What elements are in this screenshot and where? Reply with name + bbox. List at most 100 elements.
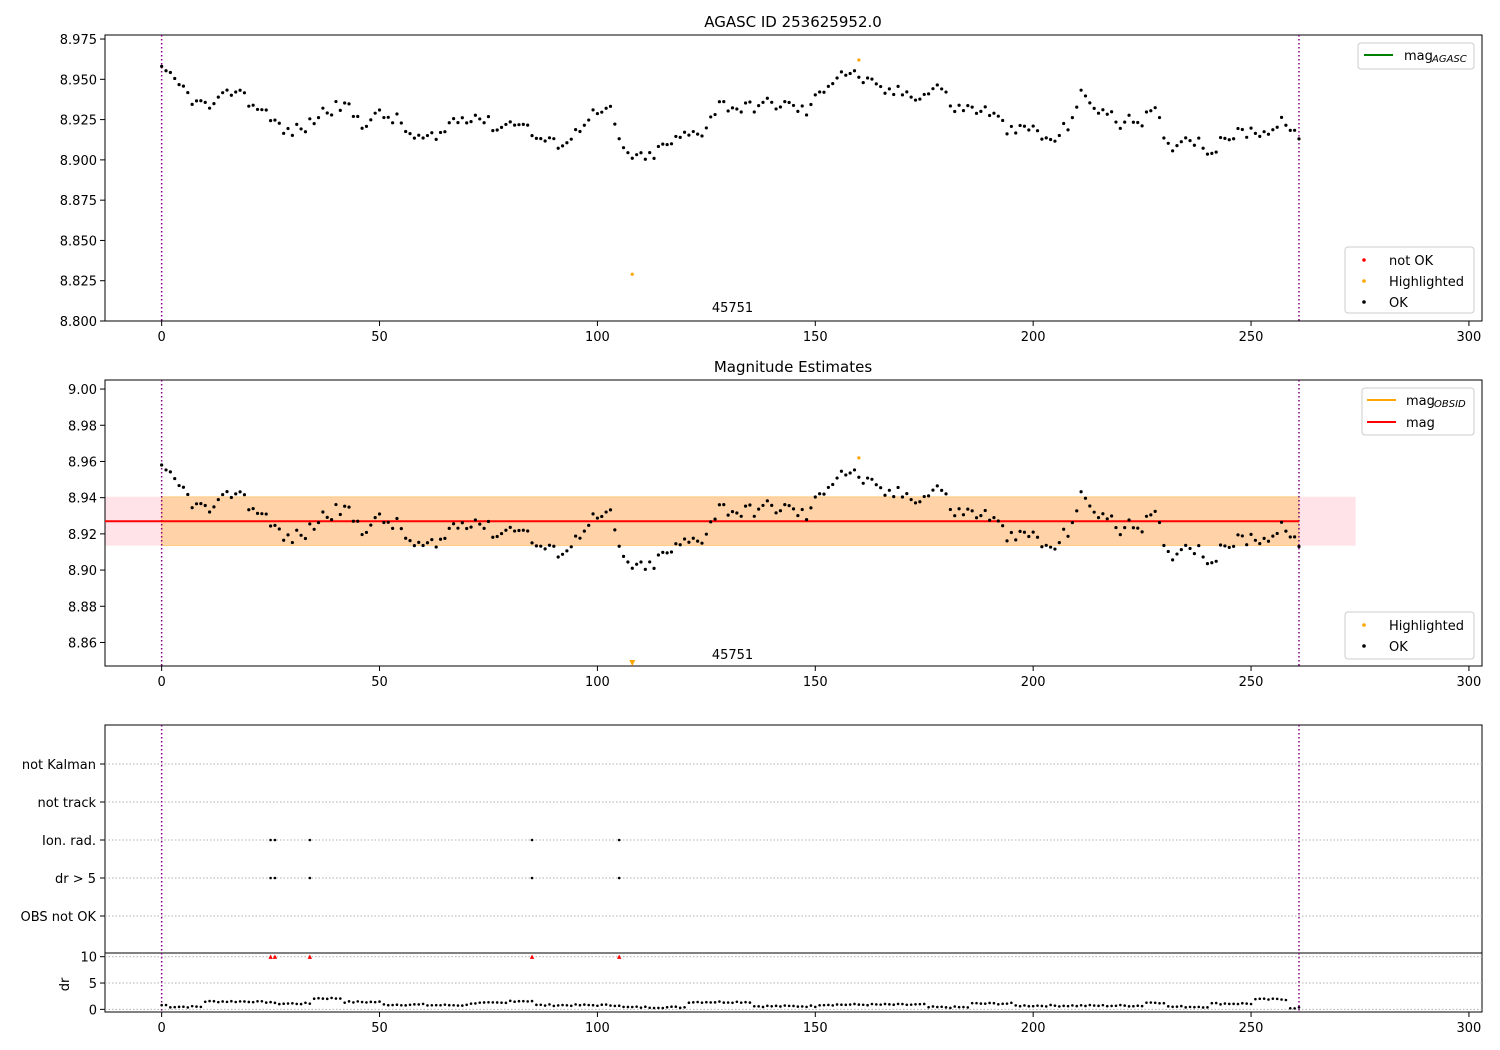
dr-point	[670, 1005, 673, 1009]
dr-point	[888, 1003, 891, 1006]
dr-point	[857, 1003, 861, 1006]
dr-point	[508, 999, 512, 1003]
ok-point	[630, 566, 634, 570]
ok-point	[848, 71, 852, 76]
ok-point	[260, 512, 264, 516]
ok-point	[168, 470, 172, 474]
ok-point	[395, 112, 399, 116]
dr-point	[1162, 1001, 1166, 1005]
y-tick-label: 10	[80, 951, 97, 966]
dr-point	[844, 1003, 848, 1007]
ok-point	[482, 121, 486, 125]
ok-point	[1027, 128, 1031, 132]
ok-point	[181, 485, 186, 489]
ok-point	[412, 544, 416, 548]
dr-point	[461, 1004, 464, 1007]
dr-point	[491, 1001, 495, 1004]
ok-point	[1053, 139, 1057, 143]
dr-point	[1036, 1004, 1039, 1007]
ok-point	[1249, 532, 1253, 536]
dr-point	[447, 1003, 451, 1007]
ok-point	[730, 106, 735, 110]
ok-point	[1062, 121, 1066, 126]
ok-point	[1284, 529, 1288, 533]
dr-point	[922, 1002, 926, 1006]
ok-point	[1001, 524, 1005, 528]
dr-point	[182, 1005, 185, 1009]
dr-point	[177, 1005, 181, 1009]
ok-point	[970, 509, 974, 513]
ok-point	[900, 495, 905, 499]
ok-point	[831, 82, 835, 86]
ok-point	[604, 106, 608, 110]
ok-point	[1175, 552, 1179, 556]
ok-point	[717, 503, 722, 507]
dr-point	[1071, 1004, 1074, 1007]
ok-point	[382, 115, 386, 120]
ok-point	[839, 70, 844, 74]
ok-point	[329, 517, 334, 522]
dr-point	[914, 1003, 917, 1006]
ok-point	[809, 102, 813, 107]
ok-point	[621, 554, 626, 558]
ok-point	[260, 108, 264, 112]
dr-exceed-marker	[529, 954, 535, 959]
ok-point	[1083, 94, 1088, 98]
ok-point	[382, 520, 386, 525]
dr-point	[238, 1000, 242, 1003]
dr-point	[766, 1004, 769, 1008]
flag-point	[617, 838, 621, 842]
ok-point	[417, 540, 421, 544]
y-tick-label: 8.94	[68, 492, 97, 507]
ok-point	[822, 90, 826, 94]
ok-point	[1105, 112, 1109, 116]
ok-point	[770, 100, 774, 104]
dr-point	[1245, 1002, 1248, 1005]
ok-point	[665, 551, 669, 555]
ok-point	[979, 514, 983, 518]
ok-point	[996, 519, 1000, 523]
dr-point	[413, 1003, 416, 1006]
ok-point	[948, 104, 952, 108]
ok-point	[1153, 509, 1157, 514]
dr-point	[866, 1003, 869, 1007]
ok-point	[1014, 131, 1018, 135]
dr-exceed-marker	[307, 954, 313, 959]
dr-point	[1145, 1001, 1148, 1004]
ok-point	[517, 123, 521, 127]
ok-point	[913, 501, 918, 505]
ok-point	[299, 533, 303, 537]
dr-point	[792, 1004, 795, 1008]
ok-point	[1057, 133, 1061, 138]
ok-point	[617, 137, 621, 141]
ok-point	[1175, 144, 1179, 148]
ok-point	[983, 508, 987, 513]
category-label: Ion. rad.	[42, 834, 96, 849]
ok-point	[351, 114, 355, 119]
dr-point	[243, 1000, 246, 1003]
ok-point	[338, 108, 342, 112]
dr-point	[661, 1006, 665, 1010]
dr-point	[561, 1003, 564, 1007]
ok-point	[887, 87, 891, 91]
ok-point	[765, 96, 769, 100]
x-tick-label: 0	[158, 1021, 166, 1036]
ok-point	[447, 121, 451, 125]
ok-point	[1293, 128, 1297, 132]
category-label: not Kalman	[22, 758, 96, 773]
dr-point	[221, 1000, 224, 1003]
ok-point	[669, 142, 674, 146]
ok-point	[360, 532, 364, 537]
ok-point	[277, 121, 281, 125]
ok-point	[421, 136, 425, 140]
ok-point	[452, 522, 456, 526]
ok-point	[804, 517, 809, 522]
ok-point	[1136, 526, 1140, 530]
ok-point	[1288, 535, 1292, 539]
ok-point	[879, 486, 883, 490]
dr-point	[1236, 1002, 1240, 1006]
dr-exceed-marker	[272, 954, 278, 959]
ok-point	[1018, 123, 1022, 128]
ok-point	[1240, 534, 1244, 538]
ok-point	[687, 133, 691, 137]
